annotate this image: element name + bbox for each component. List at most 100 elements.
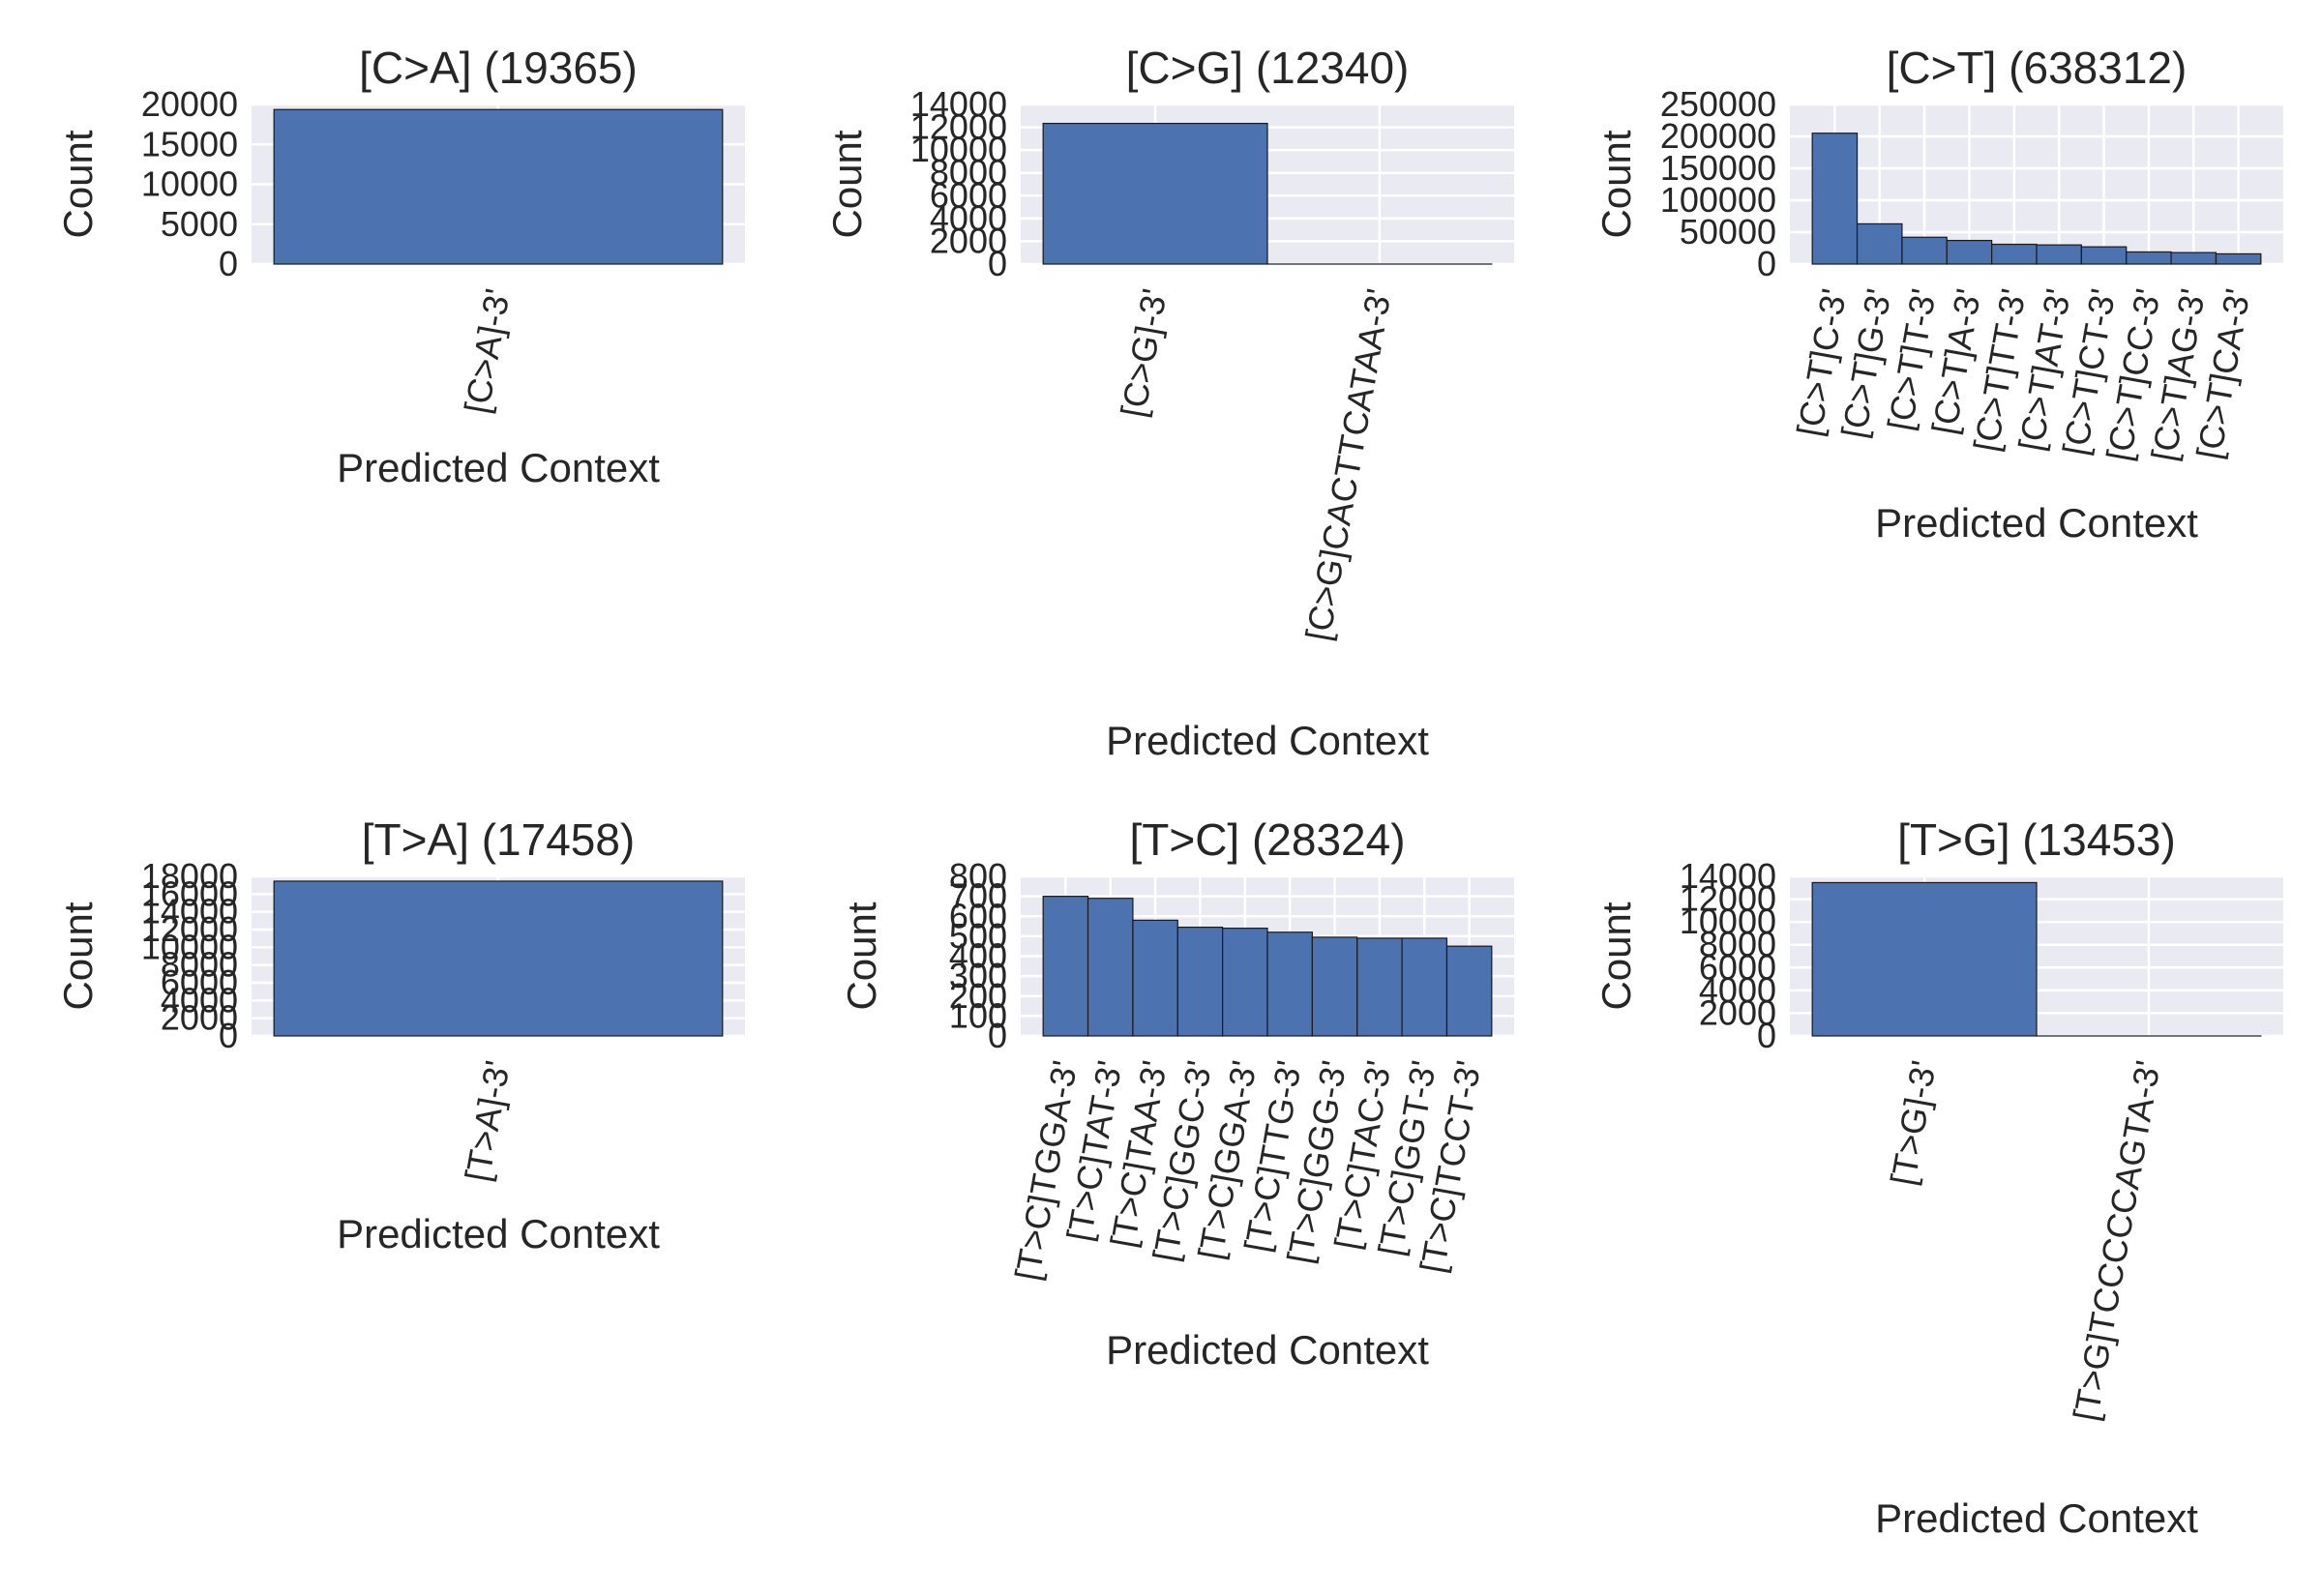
y-tick-label: 150000 (1660, 148, 1776, 188)
bar (1132, 919, 1178, 1037)
bar (2080, 246, 2128, 265)
x-axis-label: Predicted Context (1106, 1327, 1429, 1373)
x-axis-label: Predicted Context (337, 445, 660, 490)
subplot-4: 0200040006000800010000120001400016000180… (55, 814, 745, 1256)
x-tick-label: [T>G]-3' (1883, 1057, 1944, 1188)
subplot-3: 050000100000150000200000250000[C>T]C-3'[… (1593, 43, 2283, 546)
y-tick-label: 10000 (910, 130, 1007, 169)
bar (2215, 252, 2262, 265)
y-tick-label: 0 (988, 244, 1007, 283)
y-axis-label: Count (55, 901, 101, 1010)
subplot-title: [C>G] (12340) (1126, 43, 1410, 93)
y-tick-label: 100 (949, 995, 1007, 1035)
y-tick-label: 2000 (1699, 992, 1776, 1032)
bar (1042, 896, 1089, 1037)
y-tick-label: 4000 (930, 198, 1007, 238)
subplot-5: 0100200300400500600700800[T>C]TGGA-3'[T>… (839, 814, 1514, 1373)
subplot-title: [C>A] (19365) (359, 43, 638, 93)
bar (273, 108, 724, 265)
y-tick-label: 0 (988, 1016, 1007, 1055)
y-tick-label: 12000 (141, 909, 238, 949)
bar (1946, 239, 1993, 265)
y-tick-label: 4000 (1699, 970, 1776, 1010)
x-tick-label: [C>G]-3' (1113, 285, 1175, 420)
x-tick-label: [C>A]-3' (457, 285, 518, 416)
y-axis-label: Count (1593, 901, 1639, 1010)
y-tick-label: 18000 (141, 856, 238, 896)
subplot-title: [T>A] (17458) (362, 814, 636, 865)
y-tick-label: 20000 (141, 84, 238, 124)
y-tick-label: 14000 (141, 892, 238, 931)
y-axis-label: Count (824, 130, 870, 238)
x-tick-label: [T>G]TCCCCCAGTA-3' (2066, 1057, 2168, 1424)
y-tick-label: 0 (219, 244, 238, 283)
x-axis-label: Predicted Context (1875, 1495, 2198, 1541)
y-tick-label: 2000 (161, 998, 238, 1038)
bar (2036, 244, 2082, 265)
bar (1811, 133, 1859, 265)
y-tick-label: 200 (949, 976, 1007, 1016)
y-tick-label: 6000 (930, 175, 1007, 215)
y-tick-label: 700 (949, 876, 1007, 916)
bar (1356, 937, 1403, 1037)
y-tick-label: 100000 (1660, 180, 1776, 220)
y-axis-label: Count (1593, 130, 1639, 238)
y-tick-label: 14000 (910, 84, 1007, 124)
y-tick-label: 6000 (161, 962, 238, 1002)
y-tick-label: 10000 (141, 927, 238, 966)
y-tick-label: 8000 (930, 153, 1007, 192)
y-tick-label: 6000 (1699, 947, 1776, 987)
bar (1311, 936, 1358, 1037)
y-tick-label: 2000 (930, 221, 1007, 260)
x-tick-label: [T>A]-3' (458, 1057, 518, 1184)
y-tick-label: 400 (949, 936, 1007, 976)
x-axis-label: Predicted Context (1875, 500, 2198, 546)
bar (2170, 251, 2218, 265)
y-tick-label: 50000 (1680, 212, 1776, 251)
y-tick-label: 12000 (910, 107, 1007, 147)
y-tick-label: 0 (219, 1016, 238, 1055)
y-tick-label: 0 (1757, 244, 1776, 283)
x-tick-label: [C>G]CACTTCATAA-3' (1297, 285, 1398, 643)
y-tick-label: 10000 (1680, 901, 1776, 941)
y-tick-label: 16000 (141, 873, 238, 913)
y-tick-label: 0 (1757, 1016, 1776, 1055)
bar (1222, 928, 1268, 1037)
y-tick-label: 10000 (141, 164, 238, 204)
y-tick-label: 200000 (1660, 116, 1776, 156)
y-tick-label: 5000 (161, 204, 238, 244)
y-axis-label: Count (55, 130, 101, 238)
y-tick-label: 300 (949, 956, 1007, 995)
bar (1991, 243, 2038, 265)
y-tick-label: 250000 (1660, 84, 1776, 124)
y-tick-label: 500 (949, 916, 1007, 956)
y-tick-label: 4000 (161, 980, 238, 1020)
y-tick-label: 15000 (141, 124, 238, 163)
bar (1401, 937, 1448, 1037)
x-axis-label: Predicted Context (1106, 718, 1429, 763)
subplot-title: [T>G] (13453) (1897, 814, 2176, 865)
y-tick-label: 12000 (1680, 879, 1776, 919)
bar (273, 880, 724, 1037)
y-tick-label: 800 (949, 856, 1007, 896)
bar (1176, 926, 1224, 1037)
bar (1087, 898, 1134, 1037)
bar (1042, 122, 1268, 265)
bar (1856, 222, 1903, 265)
y-tick-label: 14000 (1680, 856, 1776, 896)
bar (1901, 236, 1948, 265)
x-axis-label: Predicted Context (337, 1211, 660, 1256)
y-tick-label: 600 (949, 896, 1007, 935)
bar (2126, 251, 2172, 265)
bar (1266, 931, 1313, 1037)
subplot-title: [C>T] (638312) (1887, 43, 2188, 93)
bar (1445, 945, 1493, 1037)
y-tick-label: 8000 (1699, 925, 1776, 964)
bar (1811, 881, 2038, 1037)
y-tick-label: 8000 (161, 945, 238, 985)
subplot-title: [T>C] (28324) (1129, 814, 1405, 865)
